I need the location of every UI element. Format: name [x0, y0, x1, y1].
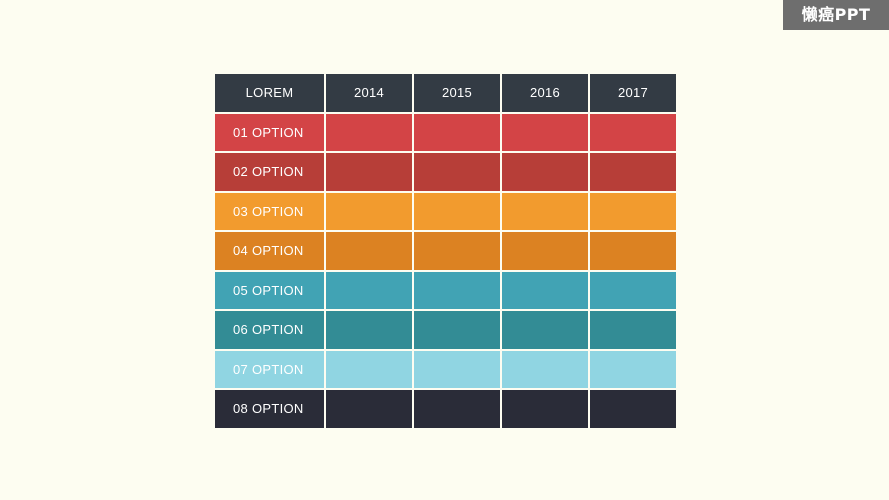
table-cell	[326, 390, 412, 428]
table-cell	[414, 153, 500, 191]
table-cell	[502, 350, 588, 388]
table-cell	[502, 311, 588, 349]
table-cell	[414, 113, 500, 151]
watermark-badge: 懒癌PPT	[783, 0, 889, 30]
table-cell	[502, 113, 588, 151]
table-cell	[590, 192, 676, 230]
table-cell	[502, 232, 588, 270]
table-cell	[326, 192, 412, 230]
table-cell	[590, 311, 676, 349]
table-cell	[590, 390, 676, 428]
header-cell-year: 2014	[326, 74, 412, 112]
header-cell-label: LOREM	[215, 74, 324, 112]
row-label: 01 OPTION	[215, 113, 324, 151]
table-cell	[414, 311, 500, 349]
table-cell	[326, 271, 412, 309]
table-cell	[590, 113, 676, 151]
table-cell	[414, 232, 500, 270]
row-label: 04 OPTION	[215, 232, 324, 270]
table-cell	[414, 390, 500, 428]
table-cell	[590, 350, 676, 388]
header-cell-year: 2015	[414, 74, 500, 112]
table-cell	[326, 232, 412, 270]
table-cell	[590, 271, 676, 309]
table-cell	[502, 192, 588, 230]
table-cell	[414, 350, 500, 388]
table-cell	[590, 153, 676, 191]
table-cell	[326, 153, 412, 191]
row-label: 08 OPTION	[215, 390, 324, 428]
table-cell	[326, 350, 412, 388]
table-cell	[502, 271, 588, 309]
color-table: LOREM 2014 2015 2016 2017 01 OPTION 02 OPTION 0…	[215, 74, 676, 428]
table-cell	[502, 390, 588, 428]
row-label: 06 OPTION	[215, 311, 324, 349]
header-cell-year: 2017	[590, 74, 676, 112]
row-label: 05 OPTION	[215, 271, 324, 309]
row-label: 07 OPTION	[215, 350, 324, 388]
row-label: 02 OPTION	[215, 153, 324, 191]
table-cell	[414, 192, 500, 230]
table-cell	[326, 311, 412, 349]
header-cell-year: 2016	[502, 74, 588, 112]
table-cell	[414, 271, 500, 309]
table-cell	[326, 113, 412, 151]
row-label: 03 OPTION	[215, 192, 324, 230]
table-cell	[590, 232, 676, 270]
table-cell	[502, 153, 588, 191]
